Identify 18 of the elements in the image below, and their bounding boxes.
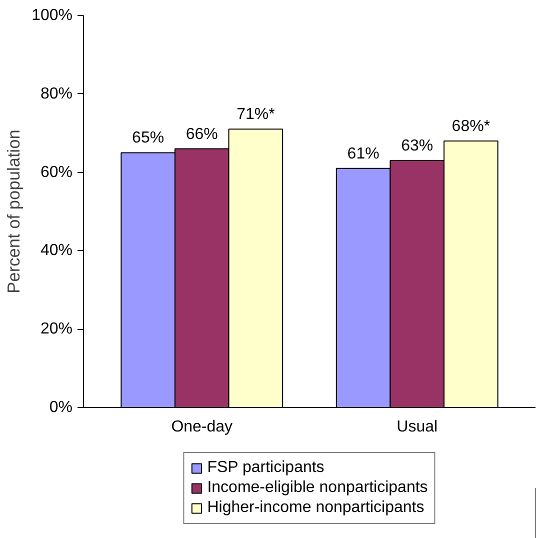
y-tick-label: 80% bbox=[40, 85, 73, 102]
legend-label: Income-eligible nonparticipants bbox=[207, 479, 428, 497]
data-label: 63% bbox=[401, 138, 434, 155]
y-tick-label: 100% bbox=[32, 7, 72, 24]
legend-label: FSP participants bbox=[207, 459, 324, 477]
y-axis-title: Percent of population bbox=[4, 130, 24, 294]
data-label: 65% bbox=[132, 130, 164, 147]
legend-label: Higher-income nonparticipants bbox=[207, 499, 424, 517]
x-tick-label: Usual bbox=[396, 418, 438, 436]
data-label: 66% bbox=[186, 126, 218, 143]
y-tick-label: 60% bbox=[40, 164, 73, 181]
y-tick-label: 0% bbox=[49, 399, 72, 416]
data-label: 61% bbox=[347, 145, 380, 162]
data-label: 68%* bbox=[452, 118, 490, 135]
data-label: 71%* bbox=[236, 106, 275, 124]
y-tick-label: 40% bbox=[40, 242, 73, 260]
x-tick-label: One-day bbox=[171, 418, 233, 436]
y-tick-label: 20% bbox=[40, 320, 73, 338]
